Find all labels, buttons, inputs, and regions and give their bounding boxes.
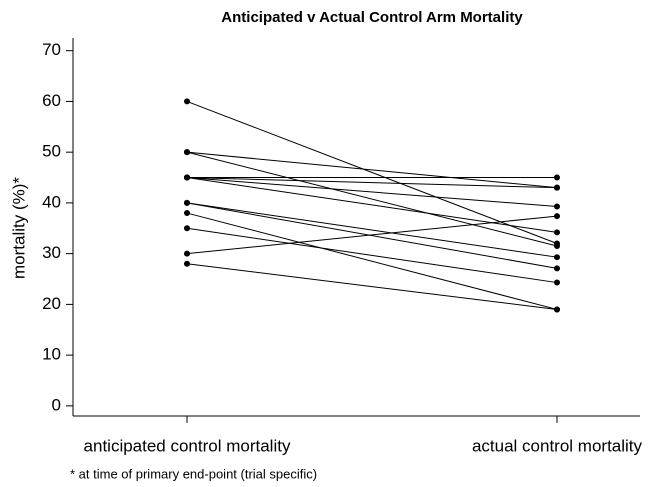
point [554,184,560,191]
slope-line [186,151,558,189]
point [184,98,190,105]
slope-line [186,227,558,284]
y-tick-label: 30 [42,243,61,262]
point [184,250,190,257]
point [184,149,190,156]
slope-line [186,263,558,310]
point [184,225,190,232]
point [554,279,560,286]
y-tick-label: 70 [42,40,61,59]
y-tick-label: 10 [42,345,61,364]
y-tick-label: 40 [42,192,61,211]
point [554,229,560,236]
slope-line [186,215,558,255]
point [184,199,190,206]
slope-line [186,202,558,269]
x-tick-label: actual control mortality [472,436,643,455]
y-tick-label: 60 [42,91,61,110]
point [184,174,190,181]
point [554,213,560,220]
point [554,174,560,181]
point [184,210,190,217]
y-tick-label: 0 [52,395,61,414]
point [554,203,560,210]
point [554,265,560,272]
y-axis-label: mortality (%)* [9,177,28,279]
point [184,260,190,267]
slope-line [186,177,558,207]
footnote: * at time of primary end-point (trial sp… [70,466,317,481]
slope-line [186,177,558,189]
y-tick-label: 50 [42,142,61,161]
slope-line [186,202,558,258]
slope-line [186,151,558,247]
slope-line [186,212,558,310]
slope-line [186,100,558,244]
y-tick-label: 20 [42,294,61,313]
point [554,306,560,313]
chart-title: Anticipated v Actual Control Arm Mortali… [221,9,523,26]
point [554,254,560,261]
slope-line [186,177,558,233]
x-tick-label: anticipated control mortality [84,436,291,455]
point [554,243,560,250]
